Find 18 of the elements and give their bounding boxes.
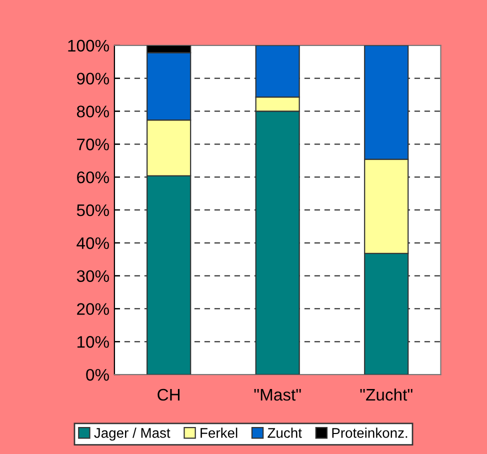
y-tick-label: 10% bbox=[78, 336, 109, 348]
y-tick-label: 80% bbox=[76, 106, 109, 118]
y-tick-label: 60% bbox=[77, 171, 109, 184]
legend-label: Zucht bbox=[268, 428, 302, 438]
y-tick-label: 40% bbox=[76, 237, 109, 250]
x-tick-label: "Mast" bbox=[254, 389, 301, 401]
legend-label: Ferkel bbox=[200, 428, 238, 438]
y-tick-label: 20% bbox=[77, 303, 109, 315]
y-tick-label: 90% bbox=[77, 72, 109, 85]
y-tick-label: 100% bbox=[68, 40, 109, 52]
y-tick-label: 0% bbox=[86, 368, 109, 381]
x-tick-label: CH bbox=[158, 388, 180, 401]
y-tick-label: 30% bbox=[76, 270, 109, 282]
y-tick-label: 70% bbox=[77, 138, 109, 150]
x-tick-label: "Zucht" bbox=[360, 388, 412, 401]
legend-label: Jager / Mast bbox=[94, 428, 170, 441]
legend-label: Proteinkonz. bbox=[332, 428, 408, 438]
y-tick-label: 50% bbox=[76, 204, 109, 216]
